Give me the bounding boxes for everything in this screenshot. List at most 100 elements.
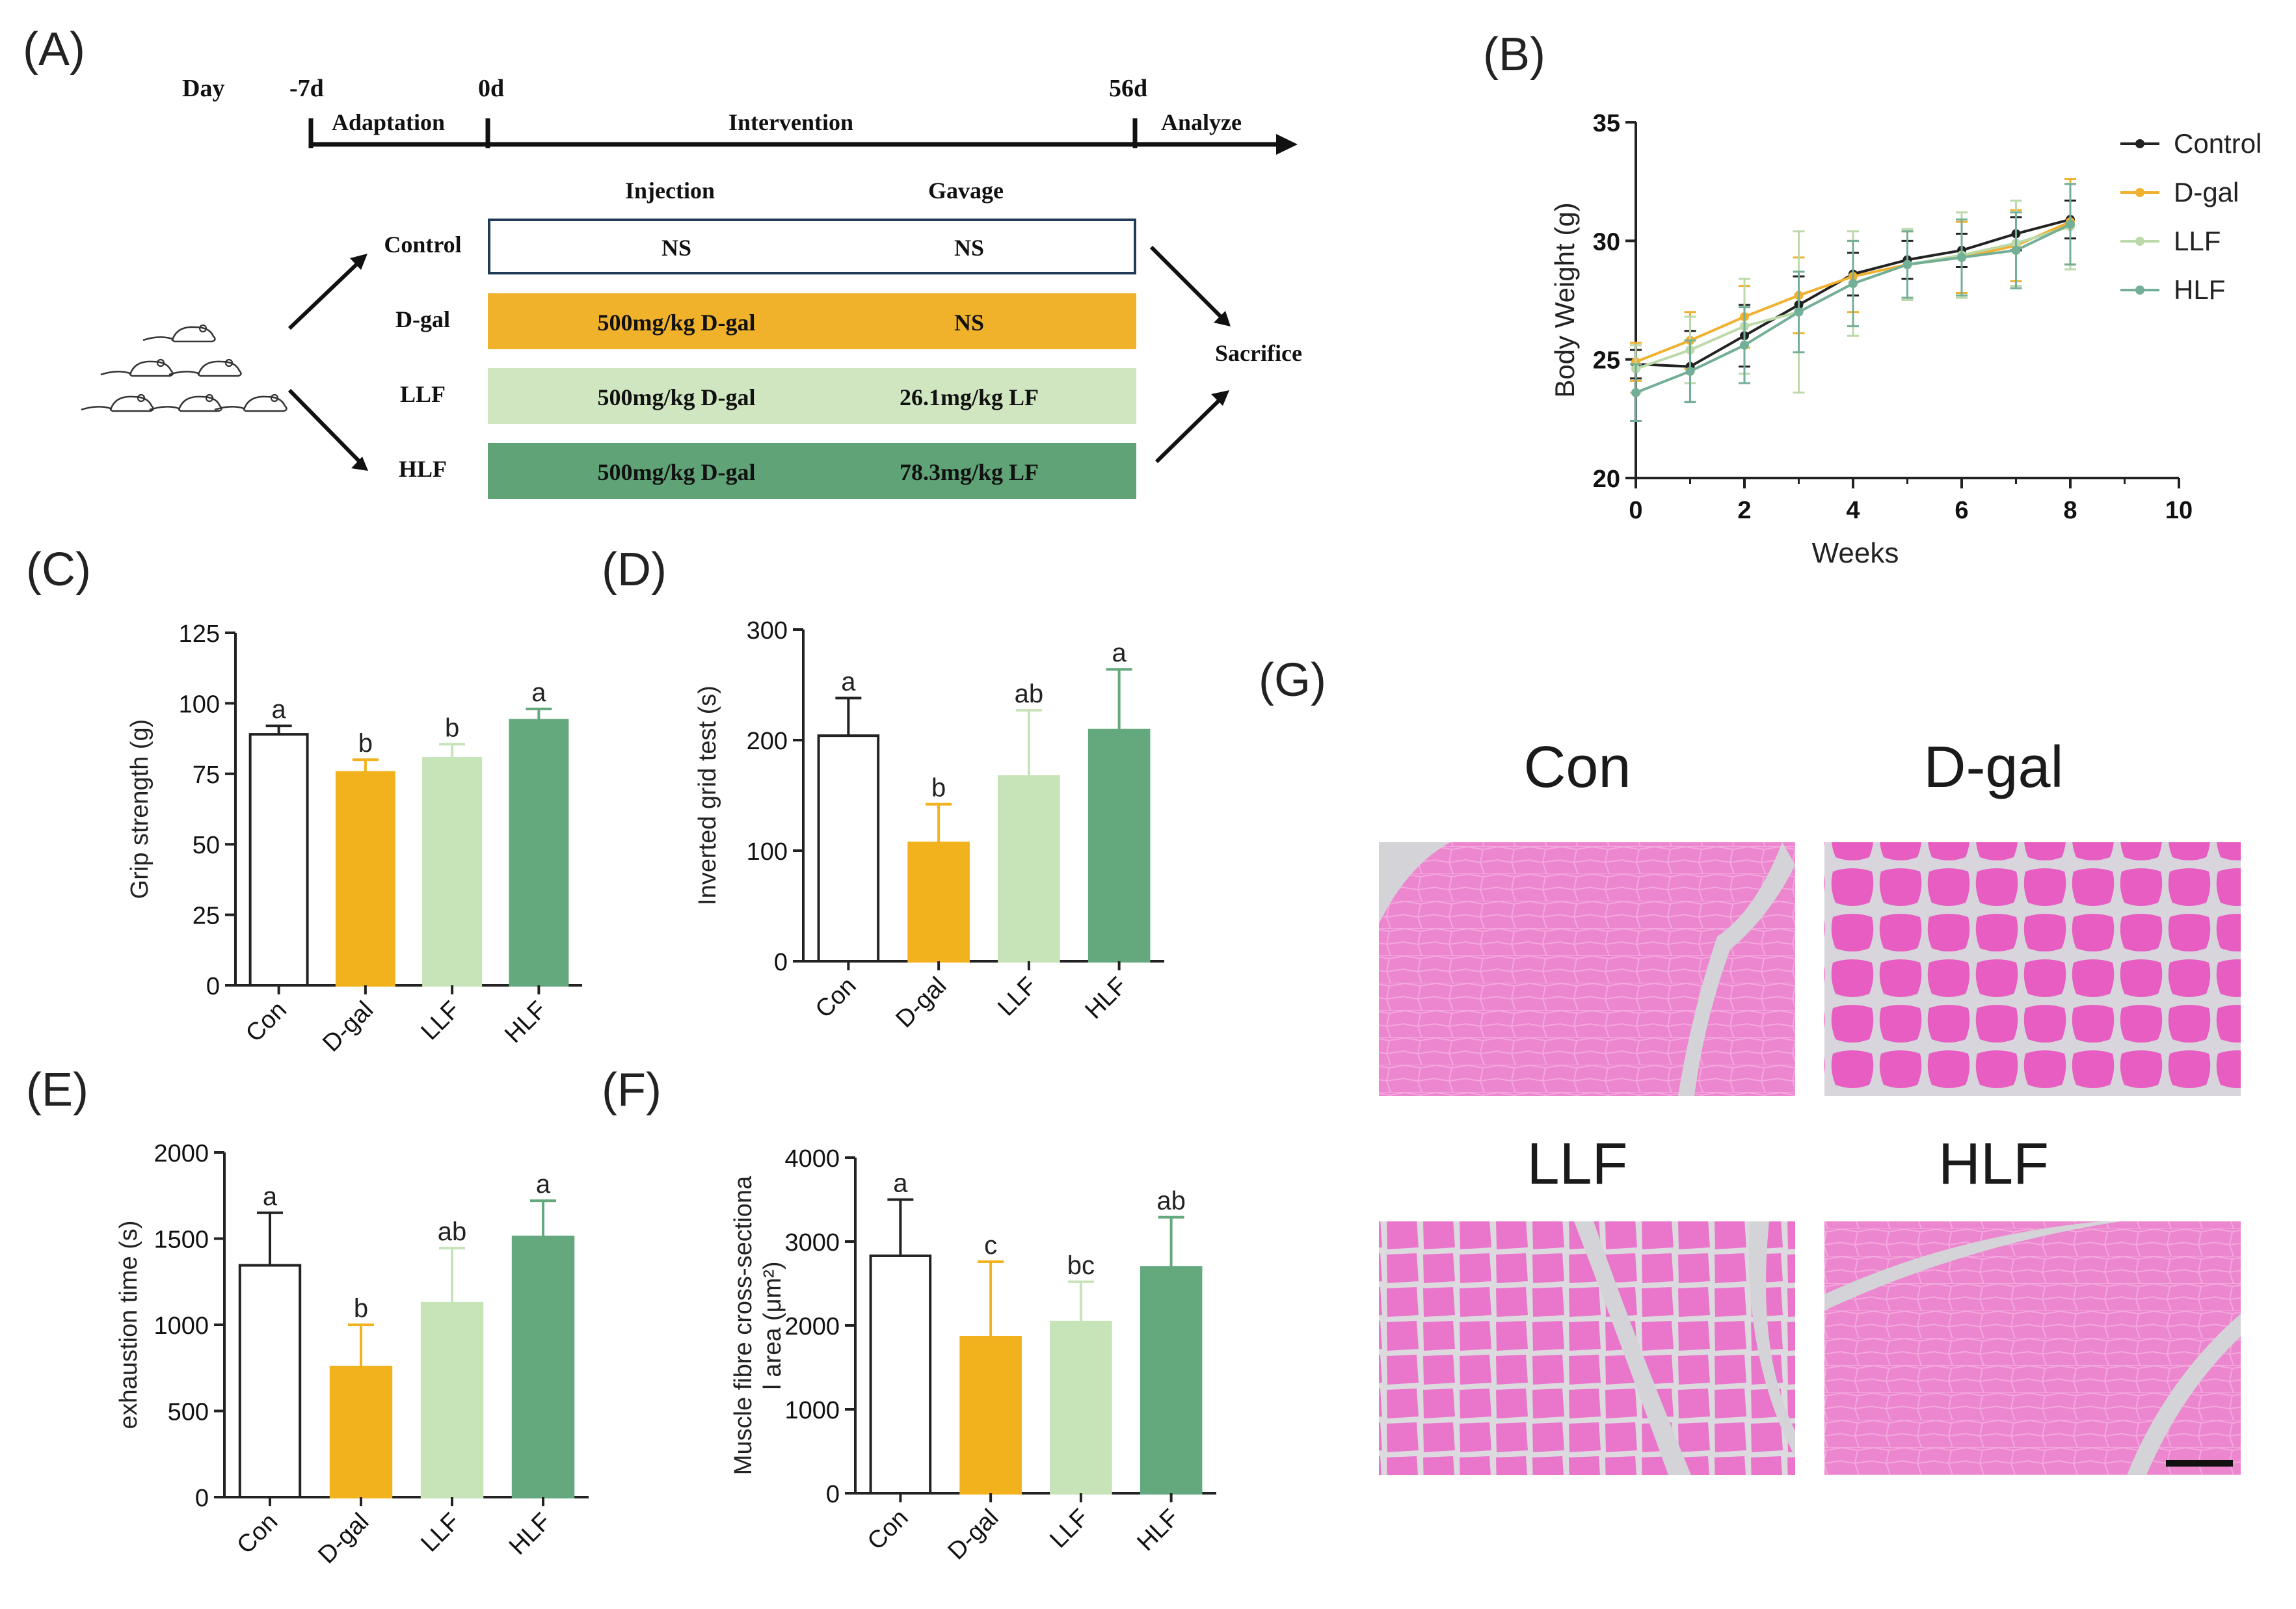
significance-label: b (358, 729, 373, 758)
timeline-minus7: -7d (289, 75, 324, 102)
bar-llf (420, 1301, 484, 1498)
y-axis-label: Body Weight (g) (1549, 202, 1580, 397)
bar-llf (422, 756, 483, 987)
histology-image-con (1379, 842, 1795, 1096)
y-tick-label: 3000 (784, 1229, 840, 1257)
mouse-body (243, 395, 287, 412)
bar-d-gal (329, 1365, 393, 1499)
timeline-end: 56d (1109, 75, 1147, 102)
arrow-to-control (287, 258, 363, 330)
group-injection-hlf: 500mg/kg D-gal (598, 459, 756, 485)
column-injection: Injection (625, 178, 715, 204)
arrowhead-to-hlf (351, 457, 368, 471)
mouse-tail (149, 406, 180, 411)
legend-marker (2135, 139, 2144, 148)
bar-d-gal (335, 771, 395, 987)
timeline-arrowhead (1276, 134, 1298, 155)
arrowhead-control-to-sacrifice (1214, 311, 1231, 326)
data-point-hlf (1794, 307, 1804, 317)
histology-image-dgal (1824, 842, 2241, 1096)
bar-con (238, 1264, 302, 1498)
legend-label-llf: LLF (2174, 226, 2221, 256)
timeline-intervention: Intervention (728, 109, 853, 135)
bar-hlf (1140, 1266, 1203, 1495)
mouse-icon (142, 324, 216, 343)
bar-hlf (509, 719, 569, 987)
histology-image-llf (1379, 1221, 1795, 1475)
significance-label: bc (1067, 1251, 1095, 1280)
bar-con (248, 733, 309, 987)
arrowhead-hlf-to-sacrifice (1211, 390, 1229, 406)
data-point-hlf (1902, 259, 1912, 269)
panel-label-f: (F) (602, 1064, 661, 1116)
y-tick-label: 2000 (784, 1313, 840, 1340)
arrowhead-to-control (350, 254, 367, 270)
y-tick-label: 125 (179, 620, 220, 648)
group-injection-llf: 500mg/kg D-gal (598, 384, 756, 410)
histology-label-con: Con (1523, 735, 1631, 800)
data-point-hlf (1849, 278, 1858, 288)
y-tick-label: 0 (195, 1485, 209, 1512)
mouse-ear (224, 358, 234, 367)
mouse-tail (168, 371, 199, 376)
significance-label: ab (1156, 1187, 1186, 1216)
histology-panel: Con D-gal LLF HLF (1379, 735, 2241, 1475)
panel-label-c: (C) (26, 544, 91, 596)
timeline-analyze: Analyze (1161, 109, 1242, 135)
legend-marker (2135, 188, 2144, 197)
histology-label-hlf: HLF (1938, 1132, 2049, 1197)
group-injection-d-gal: 500mg/kg D-gal (598, 310, 756, 336)
fibre-area-chart: 01000200030004000aConcD-galbcLLFabHLFMus… (730, 1145, 1216, 1565)
panel-label-d: (D) (602, 544, 667, 596)
group-gavage-hlf: 78.3mg/kg LF (900, 459, 1039, 485)
mouse-icon (168, 358, 242, 377)
mouse-icon (149, 393, 222, 412)
panel-label-e: (E) (26, 1064, 88, 1116)
mouse-ear (198, 324, 207, 333)
significance-label: a (272, 695, 287, 724)
mouse-tail (214, 406, 245, 411)
y-axis-label: Muscle fibre cross-sectiona (730, 1175, 757, 1475)
histology-label-llf: LLF (1527, 1132, 1627, 1197)
significance-label: ab (1015, 680, 1044, 708)
group-name-d-gal: D-gal (395, 306, 450, 332)
bar-hlf (511, 1235, 575, 1498)
x-tick-label: 0 (1629, 497, 1642, 524)
timeline-zero: 0d (478, 75, 504, 102)
x-tick-label: 2 (1737, 497, 1751, 524)
bar-hlf (1088, 728, 1151, 963)
group-gavage-d-gal: NS (954, 310, 984, 336)
significance-label: b (445, 713, 459, 742)
arrow-to-hlf (287, 388, 363, 465)
group-injection-control: NS (661, 235, 691, 261)
legend-marker (2135, 237, 2144, 246)
data-point-hlf (1957, 252, 1966, 262)
group-bar-llf (488, 368, 1136, 424)
group-gavage-llf: 26.1mg/kg LF (900, 384, 1039, 410)
y-tick-label: 20 (1593, 466, 1620, 493)
y-tick-label: 25 (1593, 347, 1620, 375)
y-tick-label: 1500 (154, 1227, 209, 1254)
y-tick-label: 1000 (784, 1397, 840, 1424)
mouse-ear (270, 393, 279, 403)
panel-label-b: (B) (1483, 29, 1545, 81)
y-tick-label: 0 (826, 1481, 840, 1508)
column-gavage: Gavage (928, 178, 1004, 204)
y-tick-label: 4000 (784, 1145, 840, 1173)
exhaustion-time-chart: 0500100015002000aConbD-galabLLFaHLFexhau… (115, 1140, 589, 1569)
significance-label: a (841, 667, 856, 696)
y-axis-label: exhaustion time (s) (115, 1220, 142, 1429)
group-name-control: Control (384, 232, 461, 258)
bar-con (817, 734, 880, 963)
mouse-ear (156, 358, 165, 367)
group-name-llf: LLF (400, 381, 446, 407)
group-gavage-control: NS (954, 235, 984, 261)
y-axis-label: Inverted grid test (s) (694, 685, 721, 905)
legend-marker (2135, 286, 2144, 295)
sacrifice-label: Sacrifice (1215, 340, 1302, 366)
arrow-hlf-to-sacrifice (1155, 396, 1223, 464)
body-weight-chart: 20 25 30 35 0 2 4 6 8 10 Weeks Body Weight (g) Contr… (1549, 110, 2262, 569)
data-point-hlf (2011, 245, 2021, 255)
arrow-control-to-sacrifice (1149, 245, 1225, 321)
bar-llf (998, 775, 1060, 963)
